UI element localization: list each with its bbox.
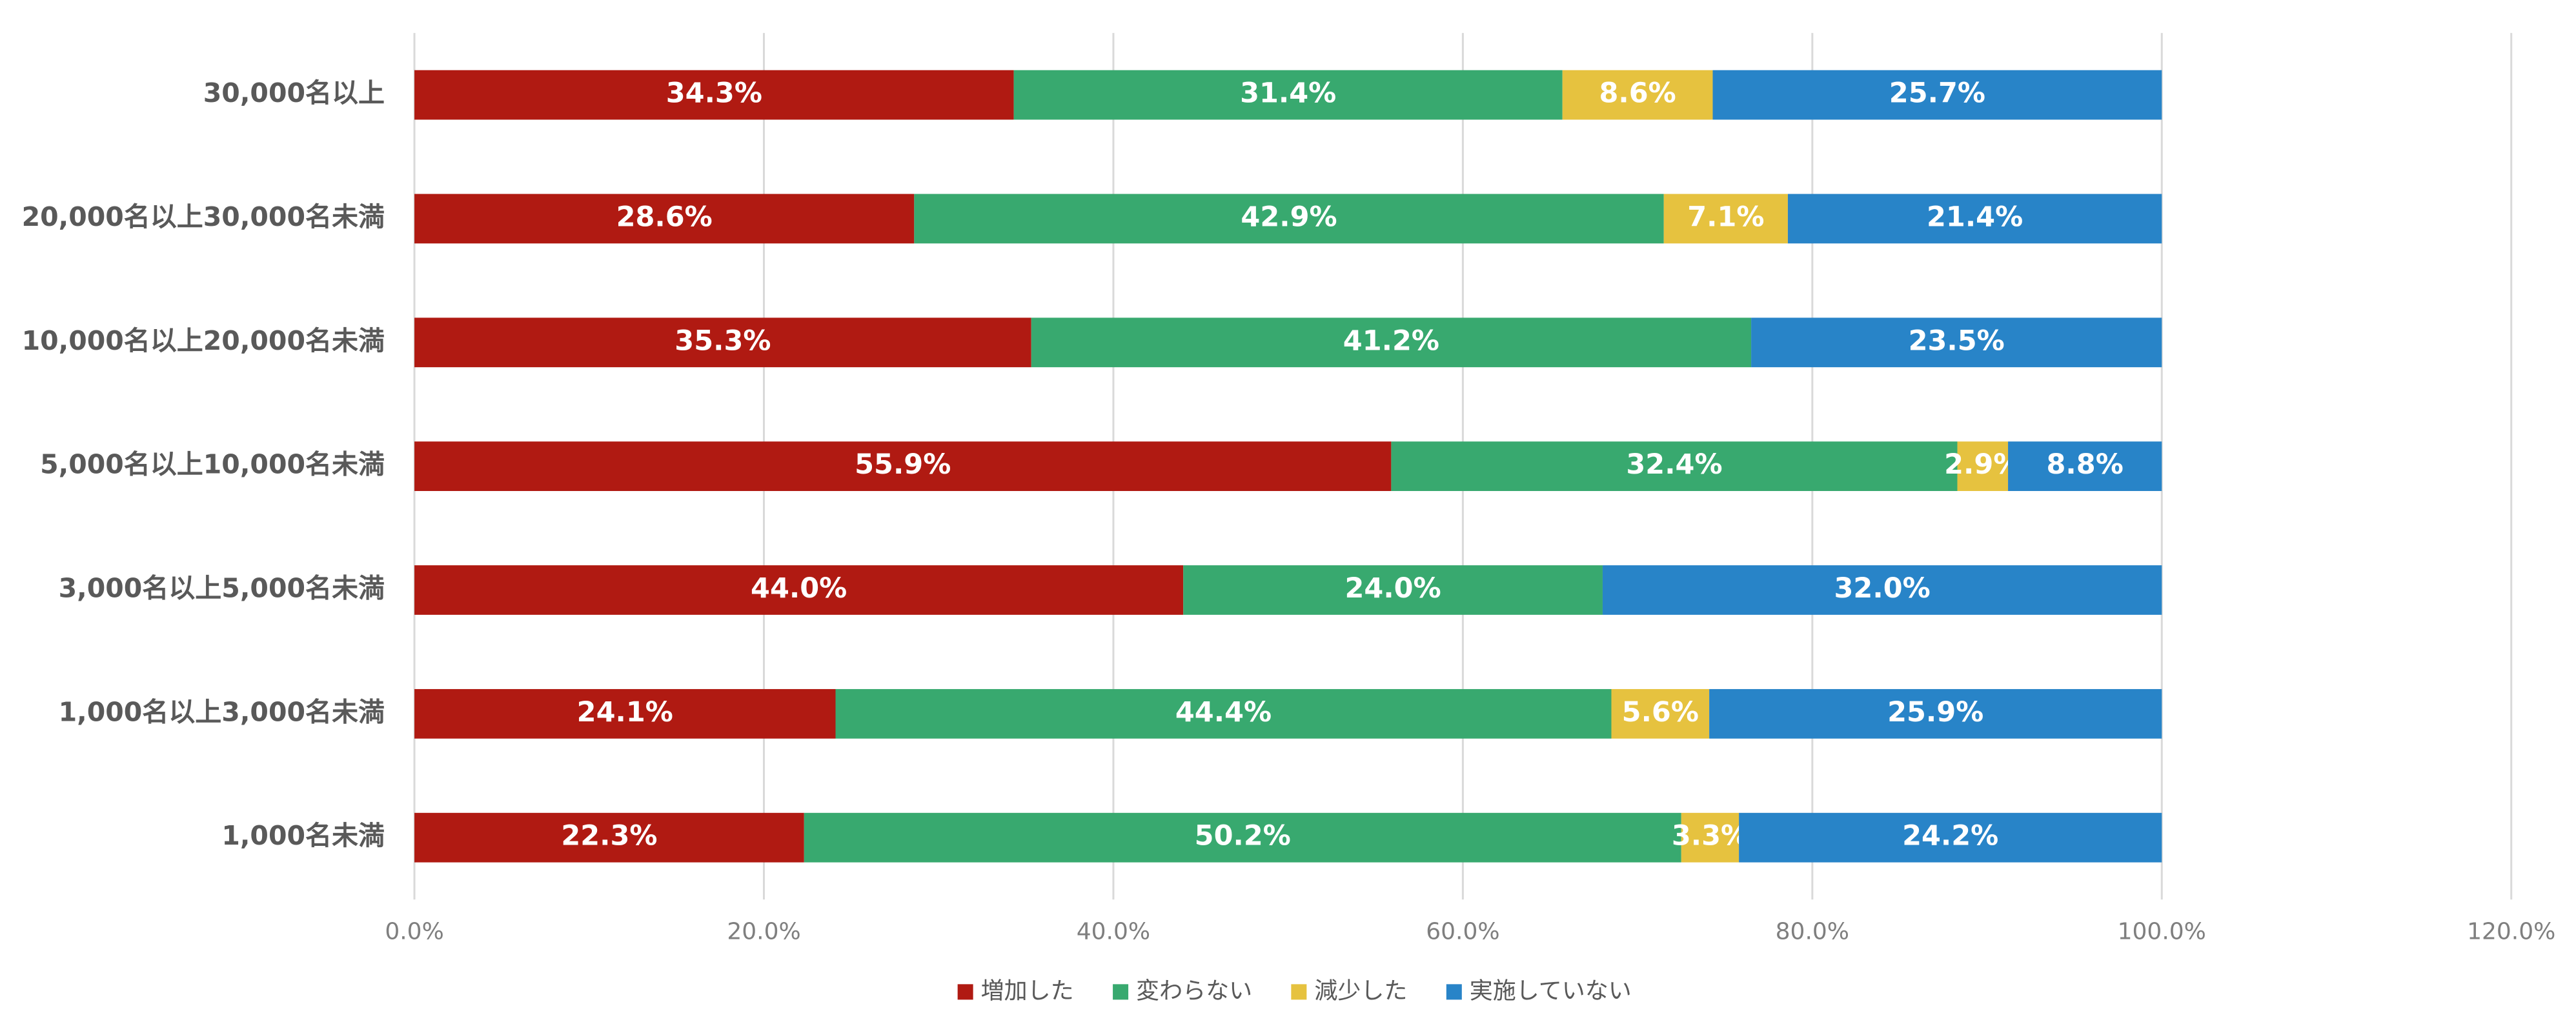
bar-segment (414, 688, 836, 739)
bar-segment (1957, 441, 2009, 492)
data-label: 32.4% (1626, 448, 1722, 481)
bar-segment (2008, 441, 2162, 492)
bar-segment (1712, 70, 2162, 120)
bar-segment (1787, 194, 2162, 244)
y-tick-label: 20,000名以上30,000名未満 (22, 201, 385, 232)
data-label: 24.2% (1902, 820, 1998, 852)
bar-segment (1611, 688, 1710, 739)
data-label: 34.3% (666, 77, 762, 110)
y-tick-label: 10,000名以上20,000名未満 (22, 325, 385, 356)
legend-label: 減少した (1314, 978, 1407, 1004)
bar-segment (414, 70, 1014, 120)
data-label: 23.5% (1909, 325, 2005, 357)
legend-label: 変わらない (1136, 978, 1252, 1004)
data-label: 5.6% (1622, 696, 1699, 728)
legend-swatch (957, 984, 973, 1000)
bar-segment (1681, 812, 1739, 863)
bar-segment (414, 194, 915, 244)
data-label: 7.1% (1687, 201, 1764, 233)
data-label: 50.2% (1195, 820, 1291, 852)
bar-segment (1663, 194, 1788, 244)
bar-segment (1013, 70, 1563, 120)
x-tick-label: 20.0% (727, 918, 800, 945)
x-tick-label: 100.0% (2118, 918, 2206, 945)
bar-segment (1183, 565, 1603, 615)
bar-segment (1602, 565, 2162, 615)
data-label: 35.3% (674, 325, 771, 357)
y-tick-label: 30,000名以上 (203, 77, 385, 108)
y-tick-label: 1,000名以上3,000名未満 (59, 696, 385, 727)
bar-segment (1562, 70, 1713, 120)
data-label: 41.2% (1343, 325, 1439, 357)
data-label: 42.9% (1241, 201, 1337, 233)
data-label: 25.9% (1887, 696, 1983, 728)
data-label: 55.9% (855, 448, 951, 481)
bar-segment (914, 194, 1664, 244)
y-tick-label: 5,000名以上10,000名未満 (40, 449, 385, 480)
bar-segment (1709, 688, 2162, 739)
data-label: 44.4% (1175, 696, 1272, 728)
x-tick-label: 120.0% (2467, 918, 2555, 945)
data-label: 32.0% (1834, 572, 1931, 605)
legend-label: 実施していない (1470, 978, 1632, 1004)
data-label: 28.6% (616, 201, 713, 233)
data-label: 24.0% (1345, 572, 1441, 605)
legend-swatch (1446, 984, 1462, 1000)
data-label: 8.6% (1599, 77, 1676, 110)
data-label: 25.7% (1889, 77, 1985, 110)
bar-segment (1031, 317, 1752, 368)
data-label: 31.4% (1240, 77, 1336, 110)
data-label: 21.4% (1927, 201, 2023, 233)
x-tick-label: 0.0% (385, 918, 443, 945)
x-tick-label: 60.0% (1426, 918, 1499, 945)
legend-swatch (1113, 984, 1129, 1000)
data-label: 24.1% (577, 696, 673, 728)
x-tick-label: 40.0% (1077, 918, 1150, 945)
bar-segment (414, 565, 1184, 615)
bar-segment (414, 812, 804, 863)
data-label: 44.0% (751, 572, 847, 605)
y-tick-label: 1,000名未満 (221, 820, 385, 851)
bar-segment (414, 317, 1031, 368)
bar-segment (804, 812, 1681, 863)
bar-segment (1391, 441, 1958, 492)
data-label: 22.3% (561, 820, 657, 852)
bar-segment (1739, 812, 2162, 863)
data-label: 3.3% (1672, 820, 1749, 852)
legend-label: 増加した (981, 978, 1074, 1004)
bar-segment (414, 441, 1392, 492)
bar-segment (835, 688, 1612, 739)
y-tick-label: 3,000名以上5,000名未満 (59, 572, 385, 603)
data-label: 8.8% (2047, 448, 2124, 481)
x-tick-label: 80.0% (1776, 918, 1849, 945)
legend-swatch (1291, 984, 1307, 1000)
bar-segment (1751, 317, 2162, 368)
